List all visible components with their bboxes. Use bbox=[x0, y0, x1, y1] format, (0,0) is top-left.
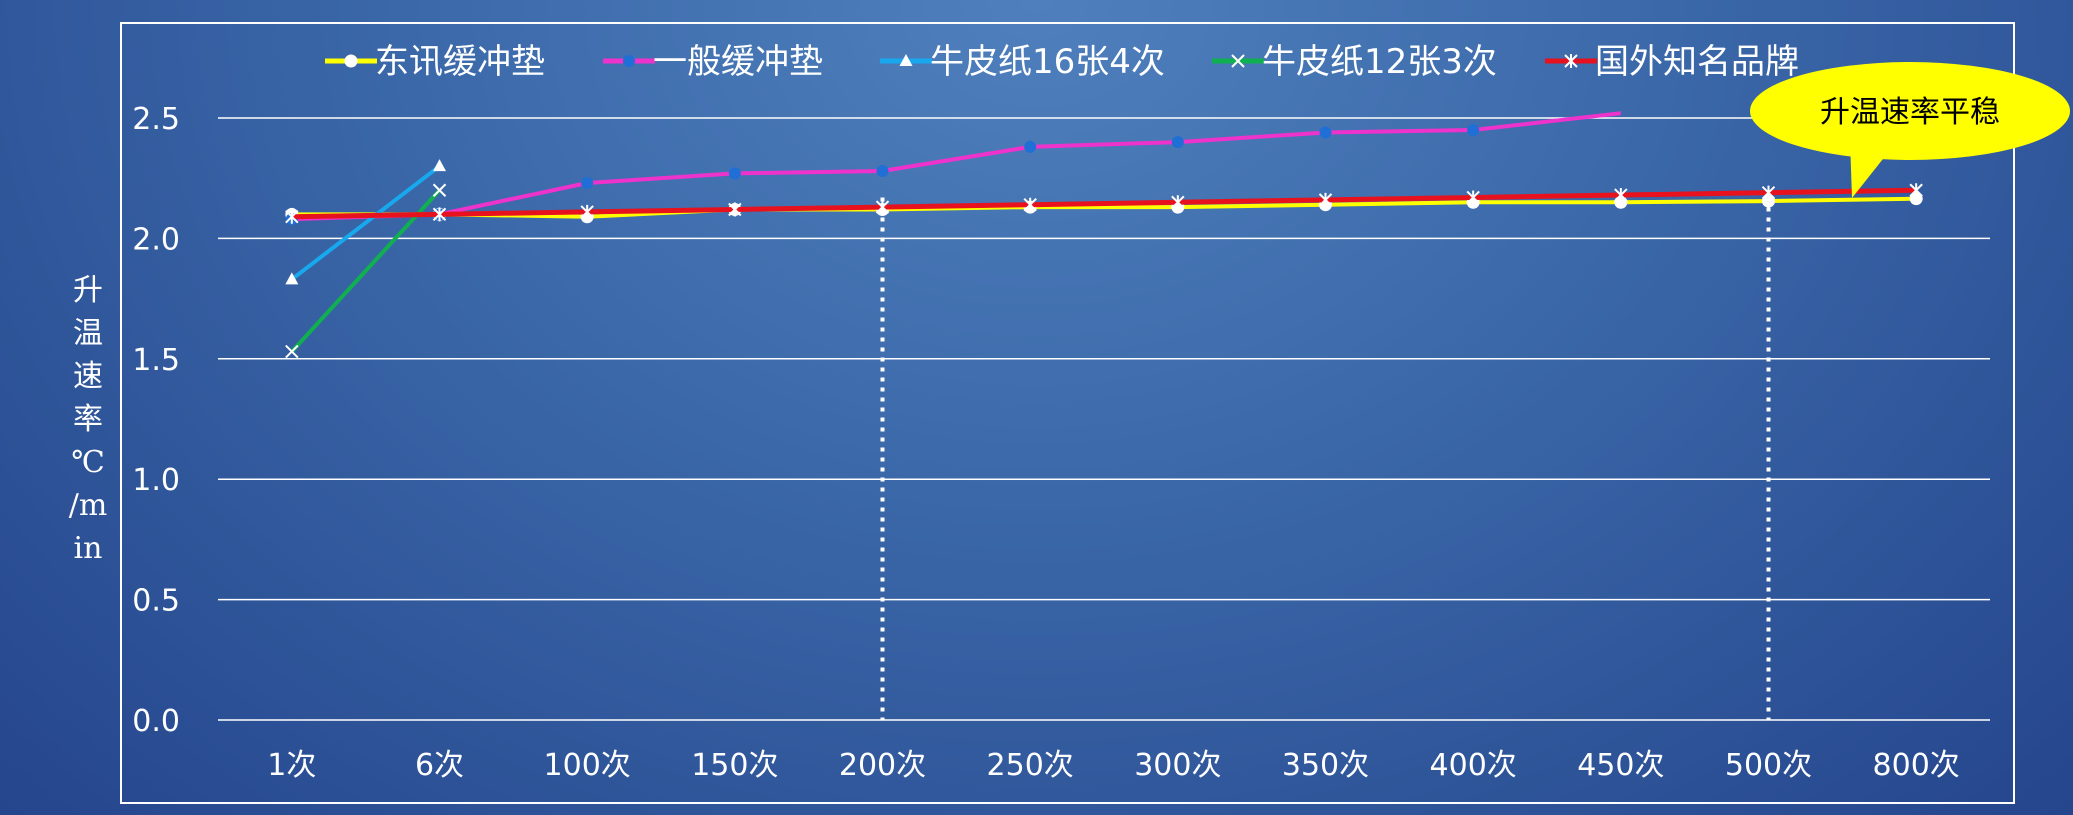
data-point bbox=[285, 272, 299, 285]
series-line bbox=[291, 187, 1917, 220]
y-axis-label-part: 升 bbox=[73, 273, 103, 308]
y-axis-label-part: 率 bbox=[73, 402, 103, 437]
y-axis-label-part: in bbox=[74, 531, 103, 566]
data-point bbox=[1171, 136, 1184, 149]
series-line bbox=[291, 196, 1917, 219]
y-axis-label-part: ℃ bbox=[71, 445, 105, 480]
series-group bbox=[285, 111, 1923, 359]
data-point bbox=[1171, 195, 1185, 210]
data-point bbox=[1466, 190, 1480, 205]
series-line bbox=[290, 164, 441, 281]
legend: 东讯缓冲垫 一般缓冲垫 牛皮纸16张4次 牛皮纸12张3次 国外知名品牌 bbox=[325, 42, 1799, 82]
legend-label: 牛皮纸12张3次 bbox=[1262, 42, 1497, 82]
data-point bbox=[1614, 188, 1628, 203]
annotation-callout: 升温速率平稳 bbox=[1750, 62, 2070, 198]
x-tick-label: 400次 bbox=[1430, 748, 1517, 783]
gridlines bbox=[218, 117, 1990, 721]
legend-label: 东讯缓冲垫 bbox=[375, 42, 545, 82]
x-tick-label: 150次 bbox=[691, 748, 778, 783]
series-2 bbox=[285, 159, 446, 285]
x-tick-label: 1次 bbox=[267, 748, 316, 783]
legend-label: 国外知名品牌 bbox=[1595, 42, 1799, 82]
y-tick-label: 0.5 bbox=[132, 584, 180, 619]
data-point bbox=[1231, 54, 1245, 68]
legend-item: 牛皮纸16张4次 bbox=[880, 42, 1165, 82]
data-point bbox=[1319, 126, 1332, 139]
y-tick-label: 2.0 bbox=[132, 222, 180, 257]
legend-item: 国外知名品牌 bbox=[1545, 42, 1799, 82]
data-point bbox=[581, 177, 594, 190]
y-tick-label: 1.5 bbox=[132, 343, 180, 378]
data-point bbox=[728, 167, 741, 180]
plot-frame bbox=[120, 22, 2015, 804]
data-point bbox=[432, 207, 447, 222]
callout-text: 升温速率平稳 bbox=[1820, 95, 2000, 130]
x-tick-label: 250次 bbox=[987, 748, 1074, 783]
x-tick-label: 500次 bbox=[1725, 748, 1812, 783]
data-point bbox=[1762, 194, 1775, 208]
data-point bbox=[1023, 197, 1037, 212]
series-4 bbox=[285, 183, 1923, 224]
y-tick-label: 0.0 bbox=[132, 704, 180, 739]
data-point bbox=[1564, 54, 1578, 68]
y-tick-labels: 0.0 0.5 1.0 1.5 2.0 2.5 bbox=[132, 102, 180, 739]
data-point bbox=[344, 54, 358, 68]
data-point bbox=[875, 200, 890, 215]
reference-lines bbox=[880, 197, 1771, 720]
legend-label: 一般缓冲垫 bbox=[653, 42, 823, 82]
x-tick-label: 450次 bbox=[1577, 748, 1664, 783]
data-point bbox=[285, 344, 299, 359]
data-point bbox=[899, 54, 913, 66]
x-tick-label: 6次 bbox=[415, 748, 464, 783]
legend-item: 东讯缓冲垫 bbox=[325, 42, 545, 82]
legend-label: 牛皮纸16张4次 bbox=[930, 42, 1165, 82]
data-point bbox=[1909, 192, 1923, 206]
data-point bbox=[433, 159, 446, 172]
x-tick-label: 300次 bbox=[1134, 748, 1221, 783]
series-line bbox=[291, 111, 1622, 222]
legend-item: 一般缓冲垫 bbox=[603, 42, 823, 82]
data-point bbox=[623, 55, 635, 67]
y-axis-label-part: 速 bbox=[73, 359, 103, 394]
x-tick-label: 200次 bbox=[839, 748, 926, 783]
y-axis-label-part: 温 bbox=[73, 316, 103, 351]
x-tick-label: 350次 bbox=[1282, 748, 1369, 783]
data-point bbox=[728, 202, 742, 217]
data-point bbox=[1318, 192, 1333, 207]
data-point bbox=[285, 209, 299, 224]
data-point bbox=[1024, 140, 1037, 153]
y-axis-label-part: /m bbox=[69, 488, 108, 523]
y-axis-label: 升温速率 ℃ /m in bbox=[69, 273, 108, 566]
callout-pointer bbox=[1850, 140, 1898, 198]
x-tick-label: 100次 bbox=[544, 748, 631, 783]
data-point bbox=[580, 204, 594, 219]
data-point bbox=[1761, 185, 1776, 200]
x-tick-label: 800次 bbox=[1873, 748, 1960, 783]
callout-bubble bbox=[1750, 62, 2070, 160]
y-tick-label: 1.0 bbox=[132, 463, 180, 498]
x-tick-labels: 1次 6次 100次 150次 200次 250次 300次 350次 400次 450次 500次… bbox=[267, 748, 1960, 783]
y-tick-label: 2.5 bbox=[132, 102, 180, 137]
data-point bbox=[876, 164, 889, 177]
data-point bbox=[1467, 124, 1480, 137]
series-3 bbox=[285, 183, 447, 359]
data-point bbox=[1909, 183, 1923, 198]
legend-item: 牛皮纸12张3次 bbox=[1212, 42, 1497, 82]
data-point bbox=[432, 183, 447, 197]
